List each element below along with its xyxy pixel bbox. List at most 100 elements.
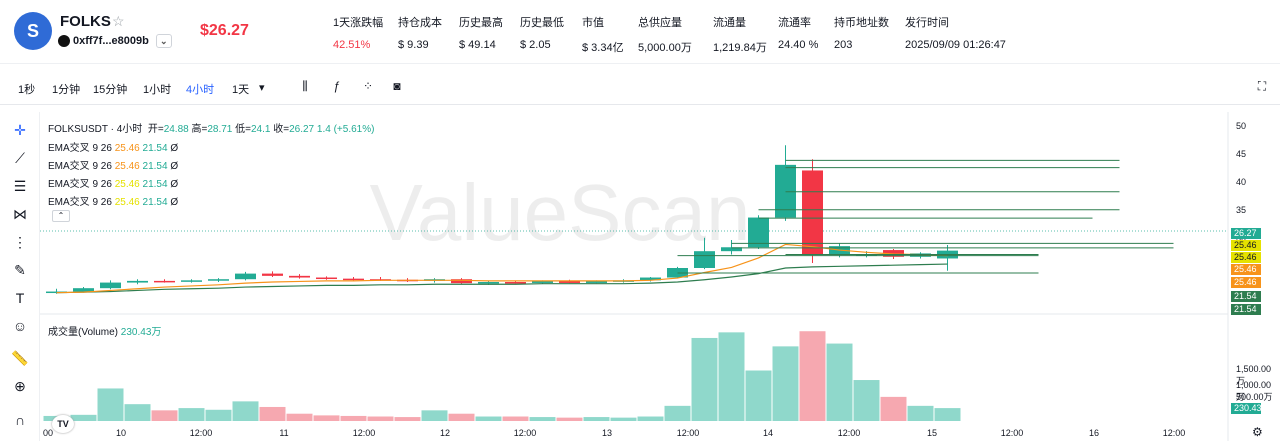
stat-0: 1天涨跌幅 42.51%: [333, 14, 383, 51]
x-axis-label: 12:00: [1001, 428, 1024, 438]
x-axis-label: 13: [602, 428, 612, 438]
candle-body: [262, 273, 283, 276]
stat-7: 流通率 24.40 %: [778, 14, 818, 51]
volume-axis-label: 1,000.00万: [1236, 380, 1272, 402]
stat-value: $ 3.34亿: [582, 42, 624, 54]
brush-icon[interactable]: ✎: [14, 262, 26, 278]
magnet-icon[interactable]: ∩: [14, 412, 26, 428]
crosshair-icon[interactable]: ✛: [14, 122, 26, 138]
stat-value: 24.40 %: [778, 39, 819, 51]
x-axis-label: 12:00: [514, 428, 537, 438]
volume-tag: 230.43万: [1231, 403, 1262, 424]
candle-body: [802, 170, 823, 255]
x-axis-label: 12:00: [353, 428, 376, 438]
candle-body: [73, 288, 94, 292]
candle-body: [100, 282, 121, 289]
price-tag: 25.46: [1231, 264, 1261, 275]
volume-bar: [529, 417, 556, 421]
fib-lines-icon[interactable]: ☰: [13, 178, 27, 194]
volume-axis-label: 1,500.00万: [1236, 364, 1272, 386]
collapse-legend-button[interactable]: ⌃: [52, 210, 70, 222]
y-axis-label: 45: [1236, 148, 1247, 159]
volume-bar: [232, 401, 259, 421]
ema-legend: EMA交叉 9 26 25.46 21.54 Ø: [48, 179, 179, 190]
stat-value: $ 2.05: [520, 39, 551, 51]
volume-bar: [151, 410, 178, 421]
fullscreen-icon[interactable]: ⛶: [1257, 79, 1267, 93]
candle-body: [586, 281, 607, 283]
interval-0[interactable]: 1秒: [18, 84, 36, 96]
stat-label: 持币地址数: [834, 17, 889, 29]
trendline-icon[interactable]: ⟋: [15, 150, 25, 166]
volume-bar: [583, 417, 610, 421]
x-axis-label: 00: [43, 428, 53, 438]
interval-1[interactable]: 1分钟: [52, 84, 81, 96]
emoji-icon[interactable]: ☺: [12, 318, 28, 334]
chevron-down-icon[interactable]: ⌄: [155, 34, 172, 48]
candle-body: [640, 277, 661, 281]
tv-logo[interactable]: TV: [52, 415, 74, 433]
compare-icon[interactable]: ⁘: [362, 79, 374, 93]
interval-3[interactable]: 1小时: [143, 84, 172, 96]
candle-body: [181, 280, 202, 282]
x-axis-label: 14: [763, 428, 773, 438]
volume-bar: [772, 346, 799, 421]
interval-4[interactable]: 4小时: [186, 84, 215, 96]
interval-2[interactable]: 15分钟: [93, 84, 128, 96]
candle-type-icon[interactable]: ⫼: [302, 79, 308, 93]
volume-bar: [340, 415, 367, 421]
stat-label: 市值: [582, 17, 604, 29]
candle-body: [505, 282, 526, 284]
favorite-star-icon[interactable]: ☆: [112, 13, 125, 29]
candle-body: [289, 275, 310, 278]
settings-icon[interactable]: ⚙: [1252, 425, 1263, 439]
stat-value: $ 9.39: [398, 39, 429, 51]
volume-bar: [259, 406, 286, 421]
stat-value: $ 49.14: [459, 39, 496, 51]
volume-bar: [502, 416, 529, 421]
candle-body: [775, 164, 796, 218]
volume-bar: [124, 404, 151, 421]
volume-bar: [556, 417, 583, 421]
gann-icon[interactable]: ⋮: [13, 234, 27, 250]
price-tag: 25.46: [1231, 252, 1261, 263]
volume-bar: [97, 388, 124, 421]
indicator-icon[interactable]: ƒ: [333, 79, 341, 93]
x-axis-label: 12:00: [838, 428, 861, 438]
volume-bar: [718, 332, 745, 421]
drawing-toolbar: ✛ ⟋ ☰ ⋈ ⋮ ✎ T ☺ 📏 ⊕ ∩: [0, 112, 40, 441]
candle-body: [559, 281, 580, 283]
address-text: 0xff7f...e8009b: [73, 35, 149, 47]
volume-bar: [799, 331, 826, 421]
screenshot-icon[interactable]: ◙: [393, 79, 401, 93]
volume-bar: [880, 396, 907, 421]
volume-bar: [934, 408, 961, 421]
volume-bar: [448, 413, 475, 421]
candle-body: [316, 277, 337, 280]
ruler-icon[interactable]: 📏: [11, 350, 29, 366]
price-tag: 26.27: [1231, 228, 1261, 239]
stat-1: 持仓成本 $ 9.39: [398, 14, 442, 51]
interval-dropdown-icon[interactable]: ▾: [259, 82, 265, 94]
stat-9: 发行时间 2025/09/09 01:26:47: [905, 14, 1006, 51]
pattern-icon[interactable]: ⋈: [13, 206, 27, 222]
volume-bar: [691, 337, 718, 421]
volume-bar: [745, 370, 772, 421]
x-axis-label: 12: [440, 428, 450, 438]
stat-4: 市值 $ 3.34亿: [582, 14, 624, 55]
contract-address[interactable]: 0xff7f...e8009b ⌄: [58, 34, 172, 48]
text-icon[interactable]: T: [15, 290, 25, 306]
x-axis-label: 12:00: [190, 428, 213, 438]
y-axis-label: 50: [1236, 120, 1247, 131]
x-axis-label: 10: [116, 428, 126, 438]
interval-toolbar: ⫼ ƒ ⁘ ◙ ⛶ 1秒 1分钟 15分钟 1小时 4小时 1天 ▾: [0, 76, 1280, 100]
chain-icon: [58, 35, 70, 47]
candle-body: [721, 247, 742, 252]
price-legend: FOLKSUSDT · 4小时 开=24.88 高=28.71 低=24.1 收…: [48, 124, 375, 135]
zoom-in-icon[interactable]: ⊕: [14, 378, 26, 394]
stat-2: 历史最高 $ 49.14: [459, 14, 503, 51]
ema-legend: EMA交叉 9 26 25.46 21.54 Ø: [48, 197, 179, 208]
volume-bar: [664, 405, 691, 421]
interval-5[interactable]: 1天: [232, 84, 250, 96]
